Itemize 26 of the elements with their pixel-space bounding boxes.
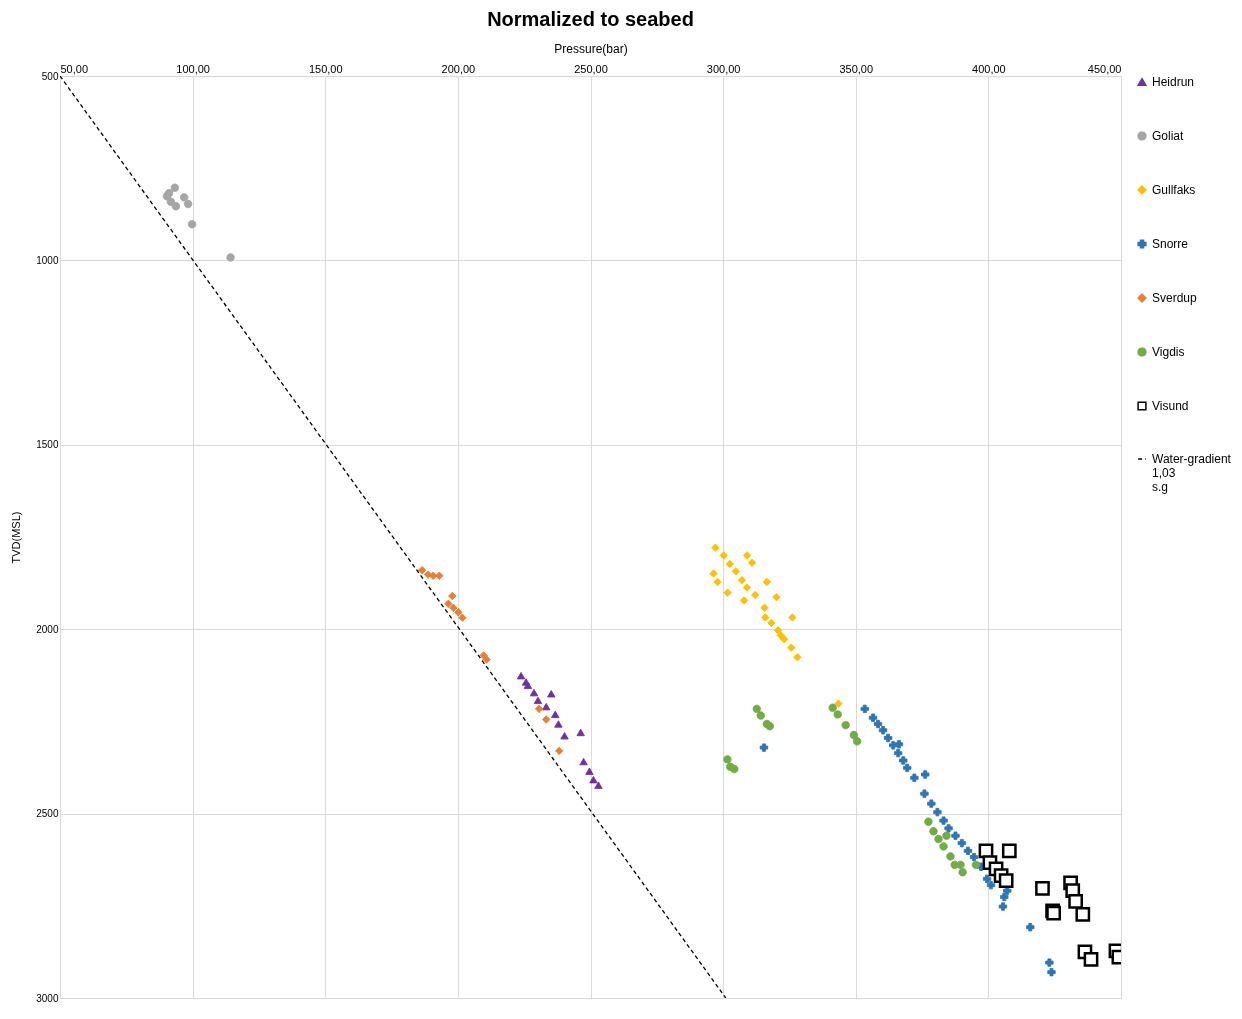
- x-tick-label: 300,00: [706, 62, 741, 75]
- legend-label: Gullfaks: [1152, 183, 1196, 197]
- y-tick-label: 1500: [36, 439, 59, 451]
- chart-title: Normalized to seabed: [487, 8, 694, 30]
- legend-label: Sverdup: [1152, 291, 1198, 305]
- y-tick-label: 3000: [36, 992, 59, 1004]
- x-tick-label: 250,00: [574, 62, 608, 75]
- x-tick-label: 350,00: [839, 62, 874, 75]
- x-tick-label: 150,00: [308, 62, 343, 75]
- y-axis-title: TVD(MSL): [10, 511, 23, 564]
- y-tick-label: 2000: [36, 623, 59, 635]
- x-tick-label: 450,00: [1087, 62, 1122, 75]
- x-tick-label: 200,00: [441, 62, 476, 75]
- legend-label: Vigdis: [1152, 345, 1185, 359]
- legend-label: Heidrun: [1152, 75, 1195, 89]
- x-axis-title: Pressure(bar): [554, 41, 628, 56]
- legend-label: Goliat: [1152, 129, 1185, 143]
- legend-label: Snorre: [1152, 237, 1189, 251]
- y-tick-label: 1000: [36, 254, 59, 266]
- legend-label: Visund: [1152, 399, 1189, 413]
- y-tick-label: 500: [41, 70, 59, 82]
- x-tick-label: 400,00: [972, 62, 1006, 75]
- legend-label: Water-gradient 1,03 s.g: [1152, 452, 1232, 494]
- y-tick-label: 2500: [36, 808, 59, 820]
- x-tick-label: 100,00: [176, 62, 210, 75]
- x-tick-label: 50,00: [60, 62, 89, 75]
